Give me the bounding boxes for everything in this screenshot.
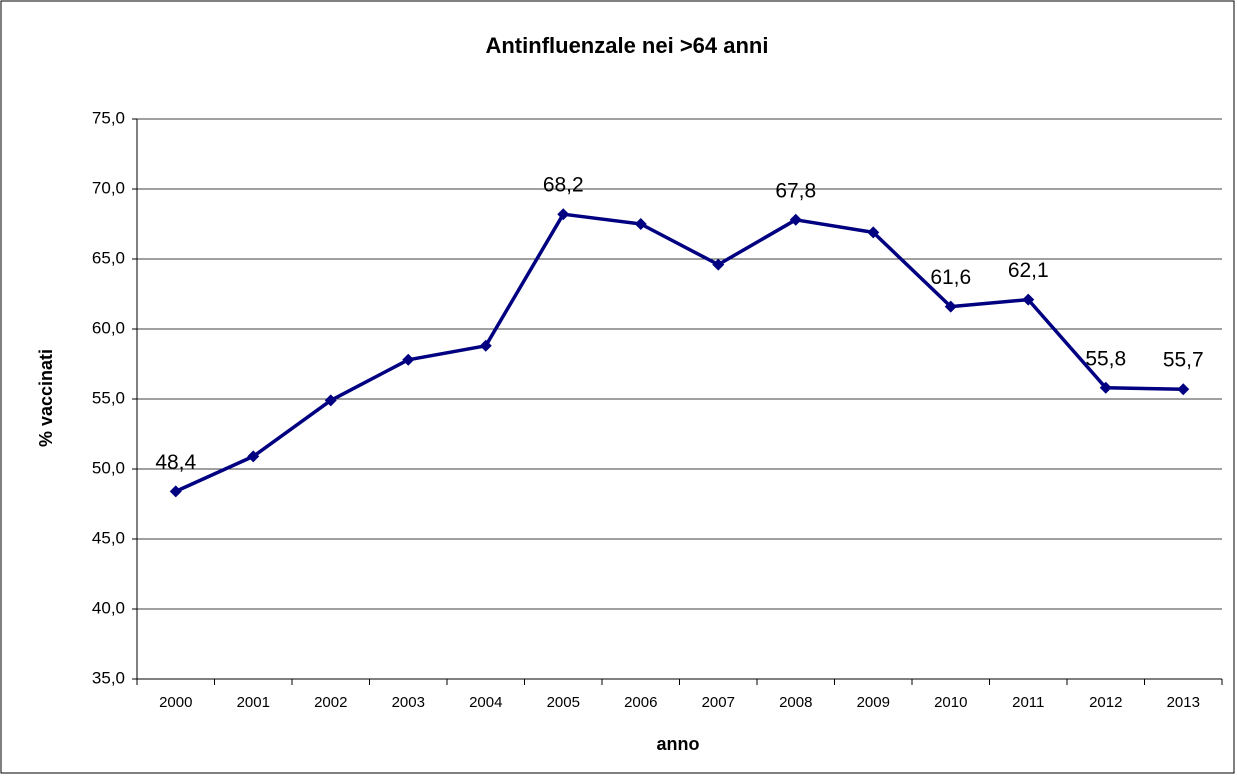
- x-tick-label: 2008: [779, 694, 812, 711]
- data-point: [789, 213, 802, 226]
- data-point: [1022, 293, 1035, 306]
- x-tick-label: 2009: [857, 694, 890, 711]
- x-tick-label: 2003: [392, 694, 425, 711]
- x-tick-label: 2001: [237, 694, 270, 711]
- x-tick-label: 2010: [934, 694, 967, 711]
- y-axis-label: % vaccinati: [36, 349, 56, 447]
- data-point: [479, 339, 492, 352]
- y-tick-label: 70,0: [92, 178, 125, 197]
- y-tick-label: 50,0: [92, 458, 125, 477]
- data-point: [634, 218, 647, 230]
- x-tick-label: 2013: [1167, 694, 1200, 711]
- x-tick-label: 2002: [314, 694, 347, 711]
- line-series: [175, 212, 1184, 493]
- data-point: [944, 300, 957, 313]
- data-label: 62,1: [1008, 259, 1049, 282]
- x-tick-label: 2012: [1089, 694, 1122, 711]
- data-point: [169, 485, 182, 498]
- x-tick-label: 2004: [469, 694, 502, 711]
- data-label: 55,7: [1163, 349, 1204, 372]
- data-label: 55,8: [1085, 347, 1126, 370]
- y-tick-label: 55,0: [92, 388, 125, 407]
- data-point: [1099, 381, 1112, 394]
- chart-title: Antinfluenzale nei >64 anni: [485, 33, 768, 58]
- y-tick-label: 45,0: [92, 528, 125, 547]
- data-point: [402, 353, 415, 366]
- y-tick-label: 40,0: [92, 598, 125, 617]
- y-tick-label: 75,0: [92, 108, 125, 127]
- data-point: [867, 226, 880, 239]
- x-tick-label: 2000: [159, 694, 192, 711]
- x-tick-label: 2011: [1012, 694, 1044, 711]
- data-point: [557, 208, 570, 221]
- y-tick-label: 35,0: [92, 668, 125, 687]
- data-point: [324, 394, 337, 407]
- data-label: 61,6: [930, 266, 971, 289]
- data-point: [1177, 383, 1190, 396]
- data-label: 48,4: [155, 451, 196, 474]
- data-point: [712, 258, 725, 271]
- x-tick-label: 2007: [702, 694, 735, 711]
- y-tick-label: 65,0: [92, 248, 125, 267]
- x-axis-label: anno: [657, 734, 700, 754]
- data-label: 67,8: [775, 179, 816, 202]
- x-tick-label: 2006: [624, 694, 657, 711]
- x-tick-label: 2005: [547, 694, 580, 711]
- data-label: 68,2: [543, 174, 584, 197]
- data-point: [247, 450, 260, 463]
- y-tick-label: 60,0: [92, 318, 125, 337]
